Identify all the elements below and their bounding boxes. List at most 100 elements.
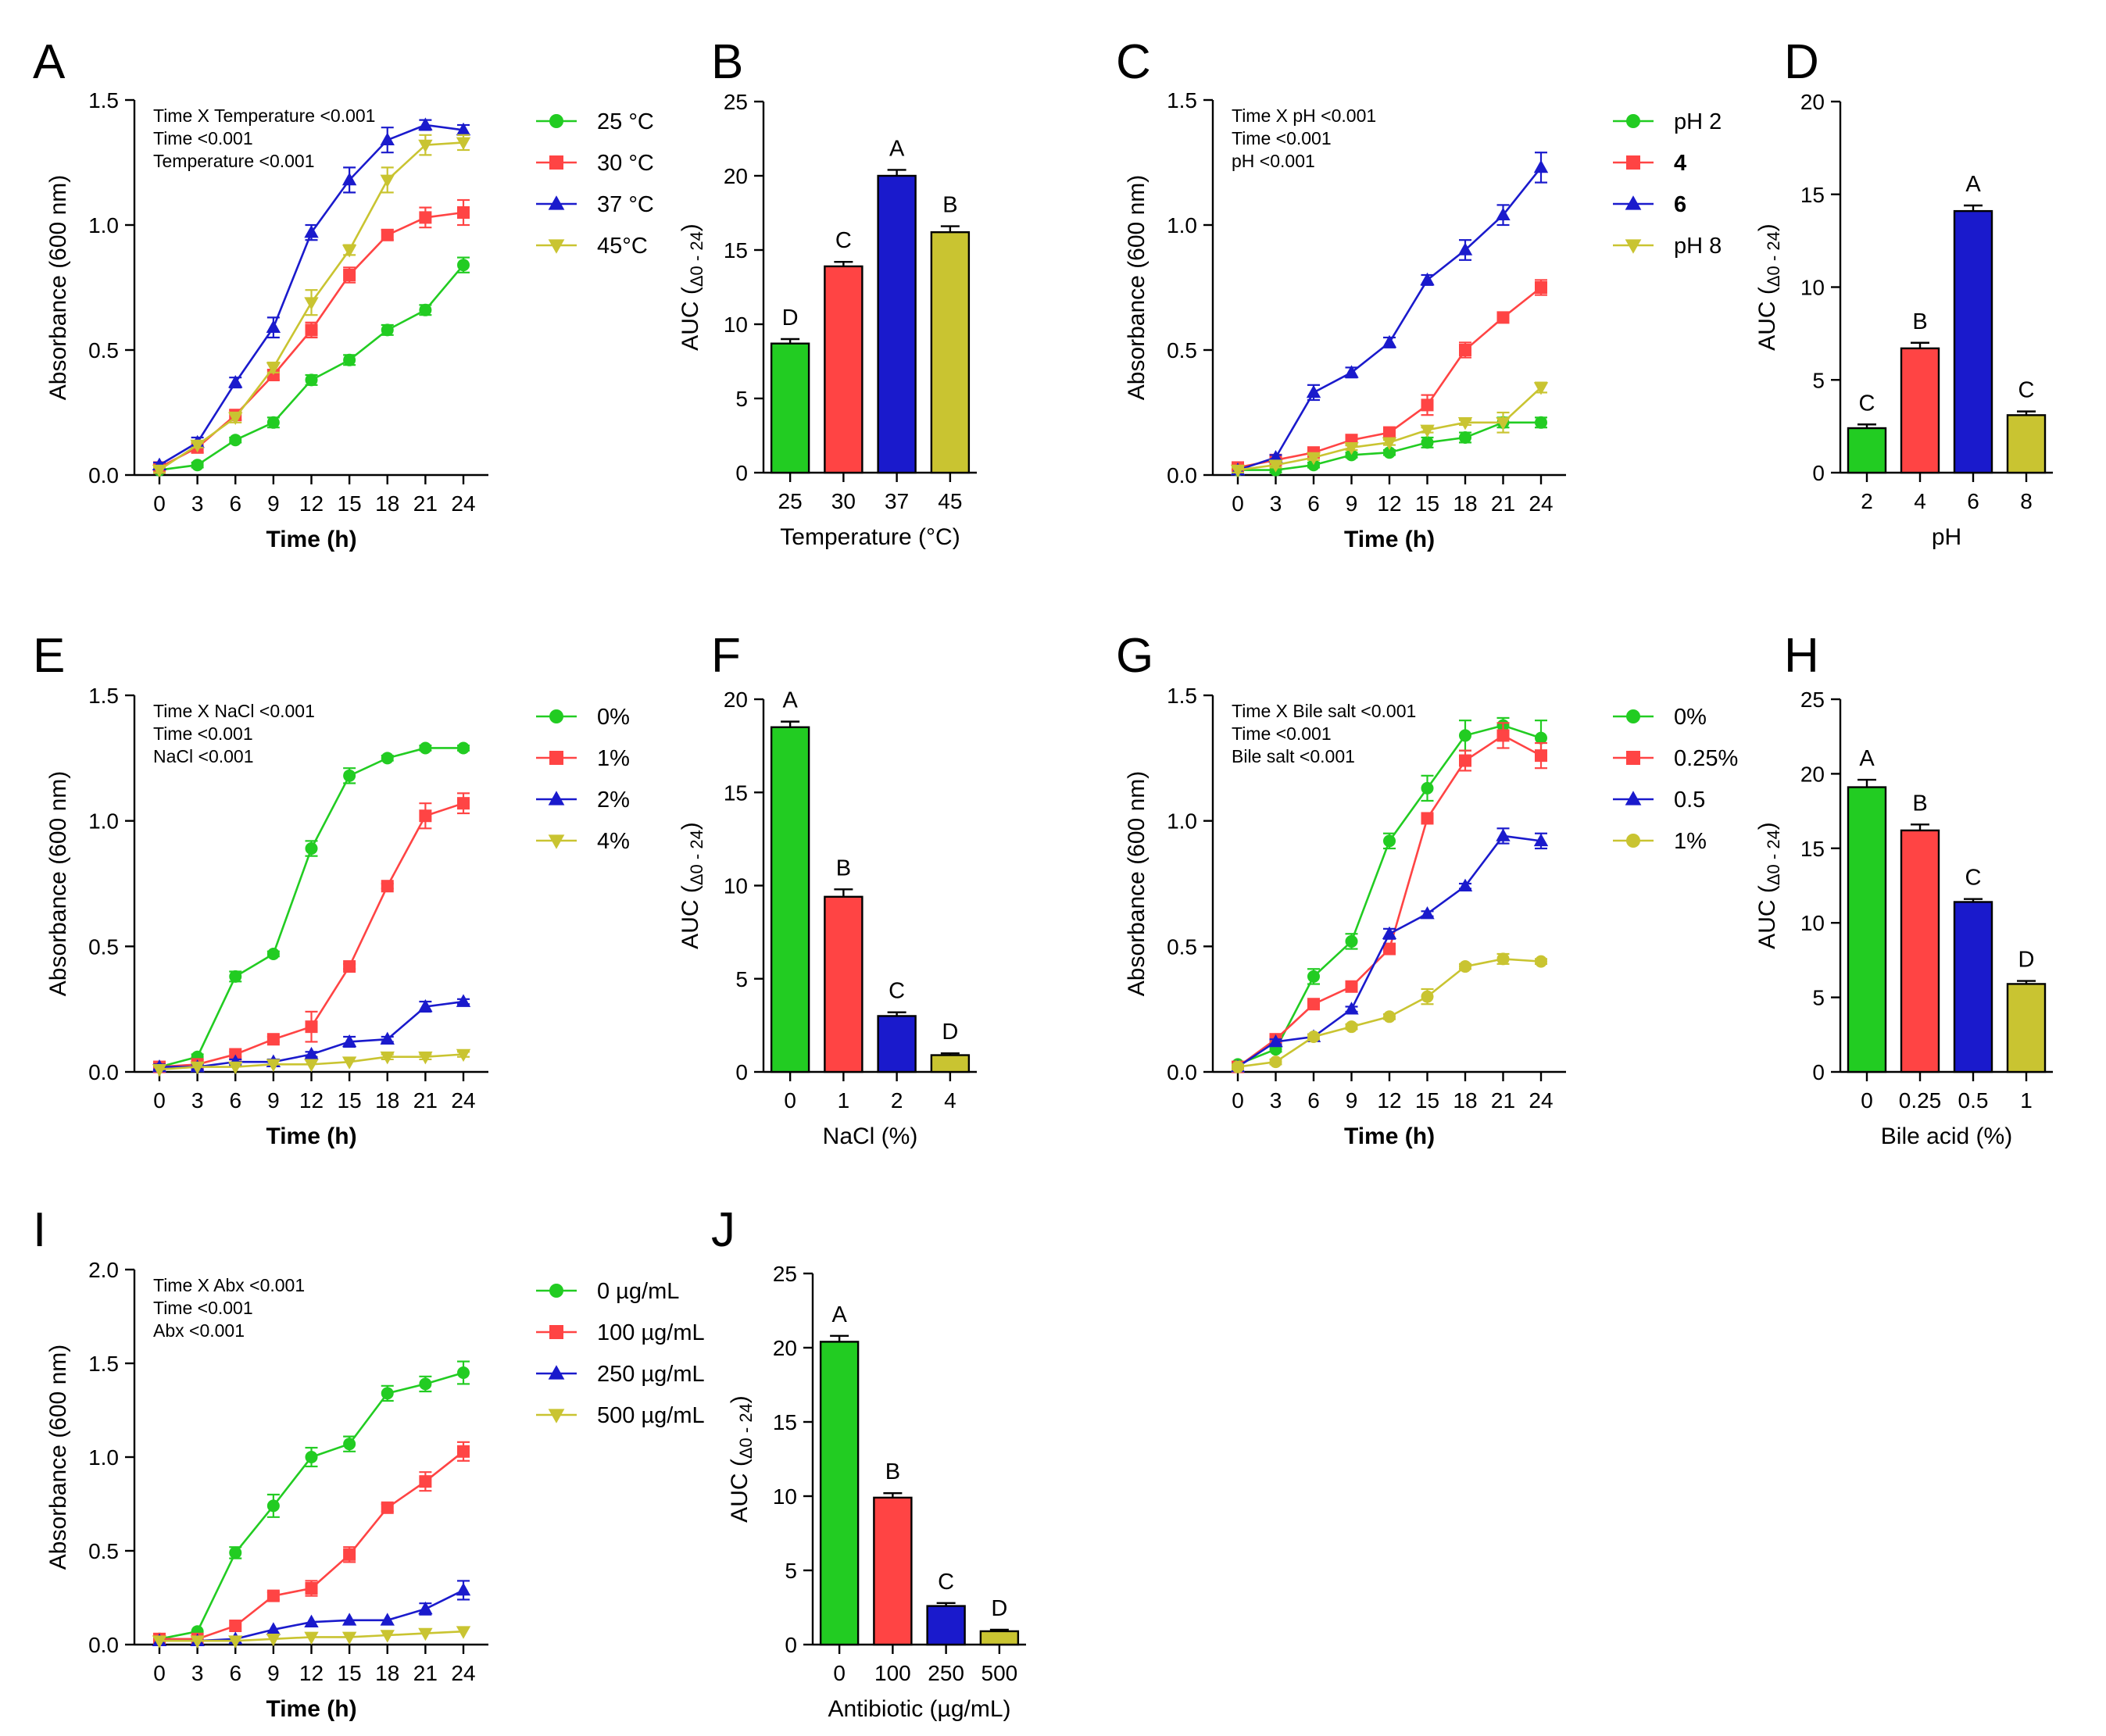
data-point xyxy=(266,1059,281,1072)
series-line xyxy=(159,1371,464,1641)
data-point xyxy=(1533,833,1549,847)
panel-a: A 0.0 0.5 1.0 1.5 0 3 6 9 12 15 18 21 24 Time (h) Absor… xyxy=(33,35,654,552)
x-axis-title: Antibiotic (µg/mL) xyxy=(828,1696,1010,1722)
y-tick-label: 20 xyxy=(724,688,748,712)
data-point xyxy=(1496,417,1511,430)
data-point xyxy=(266,320,281,333)
data-point xyxy=(419,303,432,316)
x-tick-label: 3 xyxy=(191,1661,204,1685)
data-point xyxy=(266,1033,280,1046)
legend-label: 6 xyxy=(1674,192,1686,217)
x-tick-label: 9 xyxy=(1346,491,1358,516)
data-point xyxy=(1383,446,1396,459)
y-tick-label: 0 xyxy=(1812,461,1825,485)
data-point xyxy=(419,1475,432,1488)
data-point xyxy=(341,172,357,186)
x-tick-label: 12 xyxy=(299,491,324,516)
data-point xyxy=(266,416,280,429)
legend-label: 0.5 xyxy=(1674,788,1705,813)
significance-letter: D xyxy=(942,1020,958,1045)
x-tick-label: 0 xyxy=(1232,1088,1244,1113)
x-axis-title: Bile acid (%) xyxy=(1881,1123,2012,1149)
y-tick-label: 0.5 xyxy=(88,934,119,959)
stat-line: NaCl <0.001 xyxy=(153,746,254,766)
legend-marker xyxy=(548,195,565,210)
data-point xyxy=(418,1601,433,1615)
panel-letter: A xyxy=(33,35,66,89)
legend-label: 0 µg/mL xyxy=(597,1279,679,1304)
data-point xyxy=(266,1634,281,1647)
legend-marker xyxy=(548,791,565,805)
legend-label: 37 °C xyxy=(597,192,654,217)
legend-label: 1% xyxy=(597,746,630,771)
legend-label: 0% xyxy=(597,705,630,730)
significance-letter: A xyxy=(831,1302,847,1327)
data-point xyxy=(341,1056,357,1070)
data-point xyxy=(229,970,242,983)
significance-letter: C xyxy=(1859,391,1875,416)
data-point xyxy=(380,132,395,145)
y-title-end: ) xyxy=(1754,223,1780,231)
data-point xyxy=(380,174,395,188)
y-tick-label: 20 xyxy=(1800,762,1825,786)
significance-letter: A xyxy=(889,136,905,161)
bar xyxy=(770,342,810,474)
y-tick-label: 5 xyxy=(735,967,748,991)
y-title-end: ) xyxy=(1754,822,1780,830)
x-tick-label: 21 xyxy=(1491,1088,1515,1113)
series-3 xyxy=(152,1626,471,1648)
x-tick-label: 9 xyxy=(267,491,280,516)
y-tick-label: 20 xyxy=(1800,90,1825,114)
x-axis xyxy=(1840,471,2053,482)
legend-marker xyxy=(548,239,565,254)
y-axis xyxy=(754,698,765,1073)
legend-label: 100 µg/mL xyxy=(597,1320,705,1345)
y-axis-title: AUC (Δ0 - 24) xyxy=(1754,223,1783,351)
data-point xyxy=(1345,934,1358,948)
x-axis xyxy=(134,1643,488,1654)
data-point xyxy=(457,206,470,219)
data-point xyxy=(152,1635,167,1648)
x-tick-label: 500 xyxy=(981,1661,1018,1685)
y-title-subscript: Δ0 - 24 xyxy=(736,1403,756,1459)
bar xyxy=(1900,347,1940,474)
y-tick-label: 1.0 xyxy=(88,809,119,834)
legend-marker xyxy=(549,751,563,765)
x-tick-label: 9 xyxy=(267,1661,280,1685)
data-point xyxy=(229,1048,242,1061)
data-point xyxy=(341,1613,357,1626)
y-tick-label: 15 xyxy=(724,238,748,263)
y-tick-label: 5 xyxy=(735,387,748,411)
data-point xyxy=(1306,384,1321,398)
x-tick-label: 8 xyxy=(2020,489,2033,513)
legend-marker xyxy=(549,155,563,170)
series-3 xyxy=(1232,952,1547,1073)
y-tick-label: 15 xyxy=(1800,837,1825,861)
data-point xyxy=(1344,365,1359,378)
y-axis-title: AUC (Δ0 - 24) xyxy=(727,1395,756,1523)
x-tick-label: 6 xyxy=(229,1661,241,1685)
data-point xyxy=(305,1451,318,1463)
data-point xyxy=(1268,450,1283,463)
y-tick-label: 0.0 xyxy=(1167,463,1197,488)
bar xyxy=(1953,901,1993,1073)
y-tick-label: 20 xyxy=(724,164,748,188)
data-point xyxy=(1459,344,1471,356)
y-tick-label: 10 xyxy=(1800,911,1825,935)
data-point xyxy=(1382,926,1397,940)
x-tick-label: 18 xyxy=(375,1661,399,1685)
x-tick-label: 15 xyxy=(338,1088,362,1113)
legend-marker xyxy=(1626,155,1640,170)
data-point xyxy=(456,1582,471,1596)
panel-letter: J xyxy=(711,1203,735,1257)
y-axis xyxy=(125,1268,136,1646)
panel-letter: E xyxy=(33,629,65,683)
series-0 xyxy=(153,1360,470,1645)
panel-g: G 0.0 0.5 1.0 1.5 0 3 6 9 12 15 18 21 24 Time (h) Absor… xyxy=(1116,629,1738,1149)
x-tick-label: 15 xyxy=(338,1661,362,1685)
y-tick-label: 0 xyxy=(1812,1060,1825,1084)
x-tick-label: 18 xyxy=(1453,1088,1477,1113)
bar xyxy=(2006,414,2047,474)
x-tick-label: 3 xyxy=(1270,491,1282,516)
